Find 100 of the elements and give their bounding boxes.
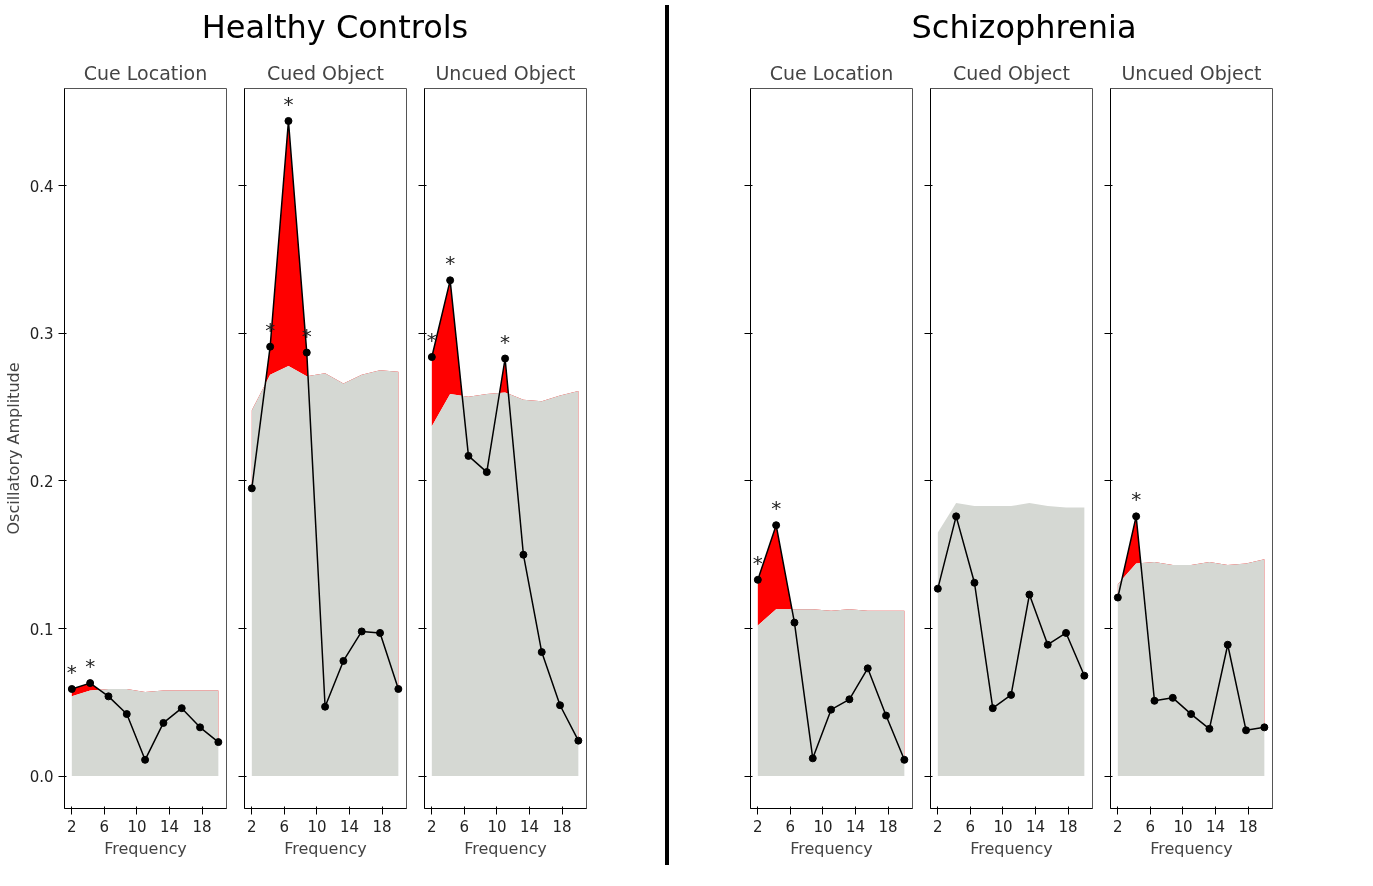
point bbox=[933, 584, 942, 593]
chart-title: Cued Object bbox=[953, 61, 1070, 84]
x-tick-label: 18 bbox=[372, 817, 392, 836]
chart-title: Cue Location bbox=[83, 61, 208, 84]
x-tick-label: 6 bbox=[965, 817, 976, 836]
x-tick-label: 2 bbox=[247, 817, 257, 836]
x-tick-label: 14 bbox=[159, 817, 180, 836]
point bbox=[556, 701, 565, 710]
point bbox=[214, 738, 223, 747]
annotation: * bbox=[771, 496, 782, 521]
x-tick-label: 14 bbox=[339, 817, 360, 836]
x-axis-title: Frequency bbox=[284, 838, 367, 858]
x-tick-label: 10 bbox=[127, 817, 147, 836]
x-tick-label: 14 bbox=[1025, 817, 1046, 836]
y-tick-label: 0.3 bbox=[29, 325, 54, 344]
x-tick-label: 6 bbox=[99, 817, 110, 836]
x-tick-label: 14 bbox=[845, 817, 866, 836]
point bbox=[1150, 696, 1159, 705]
annotation: * bbox=[66, 659, 77, 684]
point bbox=[1260, 723, 1269, 732]
point bbox=[1007, 690, 1016, 699]
chart-title: Uncued Object bbox=[1121, 61, 1262, 84]
x-tick-label: 10 bbox=[993, 817, 1013, 836]
point bbox=[537, 648, 546, 657]
x-tick-label: 18 bbox=[878, 817, 898, 836]
point bbox=[863, 664, 872, 673]
x-tick-label: 2 bbox=[427, 817, 437, 836]
annotation: * bbox=[426, 328, 437, 353]
point bbox=[394, 685, 403, 693]
y-tick-label: 0.1 bbox=[29, 620, 54, 639]
point bbox=[519, 550, 528, 559]
point bbox=[1062, 628, 1071, 637]
point bbox=[482, 468, 491, 477]
point bbox=[266, 342, 275, 351]
annotation: * bbox=[283, 91, 294, 116]
point bbox=[845, 695, 854, 704]
y-axis-title: Oscillatory Amplitude bbox=[3, 362, 23, 535]
point bbox=[952, 512, 961, 521]
x-tick-label: 14 bbox=[1205, 817, 1226, 836]
point bbox=[427, 353, 436, 362]
point bbox=[1242, 726, 1251, 735]
point bbox=[177, 704, 186, 713]
annotation: * bbox=[445, 251, 456, 276]
point bbox=[1205, 724, 1214, 733]
x-tick-label: 6 bbox=[459, 817, 470, 836]
point bbox=[122, 710, 131, 719]
annotation: * bbox=[752, 550, 763, 575]
point bbox=[1168, 693, 1177, 702]
point bbox=[970, 578, 979, 587]
point bbox=[321, 702, 330, 711]
point bbox=[1187, 710, 1196, 719]
point bbox=[1132, 512, 1141, 521]
chart-title: Cued Object bbox=[267, 61, 384, 84]
x-tick-label: 18 bbox=[192, 817, 212, 836]
point bbox=[339, 656, 348, 665]
point bbox=[446, 276, 455, 285]
point bbox=[772, 521, 781, 530]
x-tick-label: 2 bbox=[933, 817, 943, 836]
point bbox=[1223, 640, 1232, 649]
x-tick-label: 10 bbox=[307, 817, 327, 836]
x-tick-label: 18 bbox=[552, 817, 572, 836]
x-tick-label: 18 bbox=[1058, 817, 1078, 836]
x-tick-label: 10 bbox=[813, 817, 833, 836]
x-tick-label: 6 bbox=[1145, 817, 1156, 836]
x-axis-title: Frequency bbox=[970, 838, 1053, 858]
chart-title: Cue Location bbox=[769, 61, 894, 84]
y-tick-label: 0.4 bbox=[29, 177, 54, 196]
point bbox=[247, 484, 256, 493]
point bbox=[1080, 671, 1089, 680]
x-axis-title: Frequency bbox=[790, 838, 873, 858]
text: Healthy Controls bbox=[201, 7, 469, 48]
point bbox=[827, 705, 836, 714]
point bbox=[376, 628, 385, 637]
point bbox=[196, 723, 205, 732]
point bbox=[1113, 593, 1122, 602]
annotation: * bbox=[85, 654, 96, 679]
point bbox=[1043, 640, 1052, 649]
annotation: * bbox=[500, 329, 511, 354]
x-tick-label: 2 bbox=[753, 817, 763, 836]
point bbox=[284, 116, 293, 125]
annotation: * bbox=[1131, 487, 1142, 512]
point bbox=[790, 618, 799, 627]
point bbox=[104, 692, 113, 701]
chart-title: Uncued Object bbox=[435, 61, 576, 84]
point bbox=[753, 575, 762, 584]
x-tick-label: 10 bbox=[1173, 817, 1193, 836]
point bbox=[464, 451, 473, 460]
x-tick-label: 18 bbox=[1238, 817, 1258, 836]
x-axis-title: Frequency bbox=[1150, 838, 1233, 858]
point bbox=[988, 704, 997, 713]
x-axis-title: Frequency bbox=[104, 838, 187, 858]
x-tick-label: 14 bbox=[519, 817, 540, 836]
point bbox=[882, 711, 891, 720]
x-axis-title: Frequency bbox=[464, 838, 547, 858]
text: Schizophrenia bbox=[911, 7, 1137, 48]
point bbox=[302, 348, 311, 357]
point bbox=[141, 755, 150, 764]
y-tick-label: 0.0 bbox=[29, 768, 54, 787]
point bbox=[574, 736, 583, 745]
point bbox=[159, 718, 168, 727]
